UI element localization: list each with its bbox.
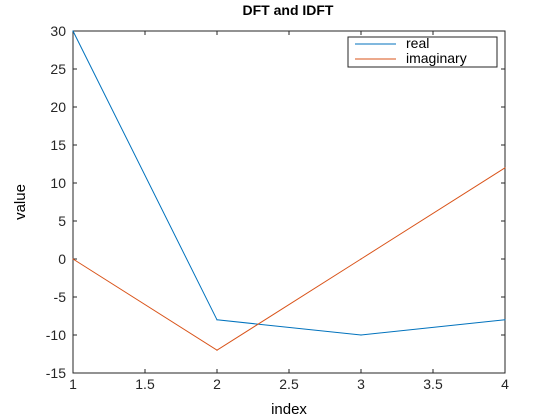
y-tick-label: 15: [50, 137, 66, 153]
legend-label-imaginary: imaginary: [406, 50, 467, 66]
x-tick-label: 3: [357, 376, 365, 392]
data-point-imaginary: [72, 258, 74, 260]
plot-area: [72, 30, 506, 374]
series-line-real: [72, 30, 506, 336]
series-layer: [72, 30, 506, 351]
x-tick-label: 1: [69, 376, 77, 392]
y-tick-label: 25: [50, 61, 66, 77]
x-tick-label: 3.5: [423, 376, 443, 392]
axis-ticks: 1 1.5 2 2.5 3 3.5 4 -15 -10 -5 0 5 10 15 20 25 30: [46, 23, 509, 392]
data-point-real: [72, 30, 74, 32]
x-tick-label: 4: [501, 376, 509, 392]
y-tick-label: 5: [58, 213, 66, 229]
chart-title: DFT and IDFT: [243, 2, 334, 18]
data-point-real: [216, 319, 218, 321]
data-point-imaginary: [504, 167, 506, 169]
y-tick-label: -10: [46, 327, 66, 343]
data-point-imaginary: [216, 349, 218, 351]
y-tick-label: 0: [58, 251, 66, 267]
data-point-real: [504, 319, 506, 321]
x-tick-label: 1.5: [135, 376, 155, 392]
legend-label-real: real: [406, 35, 429, 51]
y-axis-label: value: [12, 184, 29, 220]
y-tick-label: 10: [50, 175, 66, 191]
y-tick-label: -5: [54, 289, 67, 305]
x-tick-label: 2.5: [279, 376, 299, 392]
y-tick-label: -15: [46, 365, 66, 381]
y-tick-label: 30: [50, 23, 66, 39]
x-tick-label: 2: [213, 376, 221, 392]
data-point-real: [360, 334, 362, 336]
data-point-imaginary: [360, 258, 362, 260]
x-axis-label: index: [271, 401, 307, 418]
legend-box: [347, 36, 498, 68]
y-tick-label: 20: [50, 99, 66, 115]
series-line-imaginary: [72, 167, 506, 351]
